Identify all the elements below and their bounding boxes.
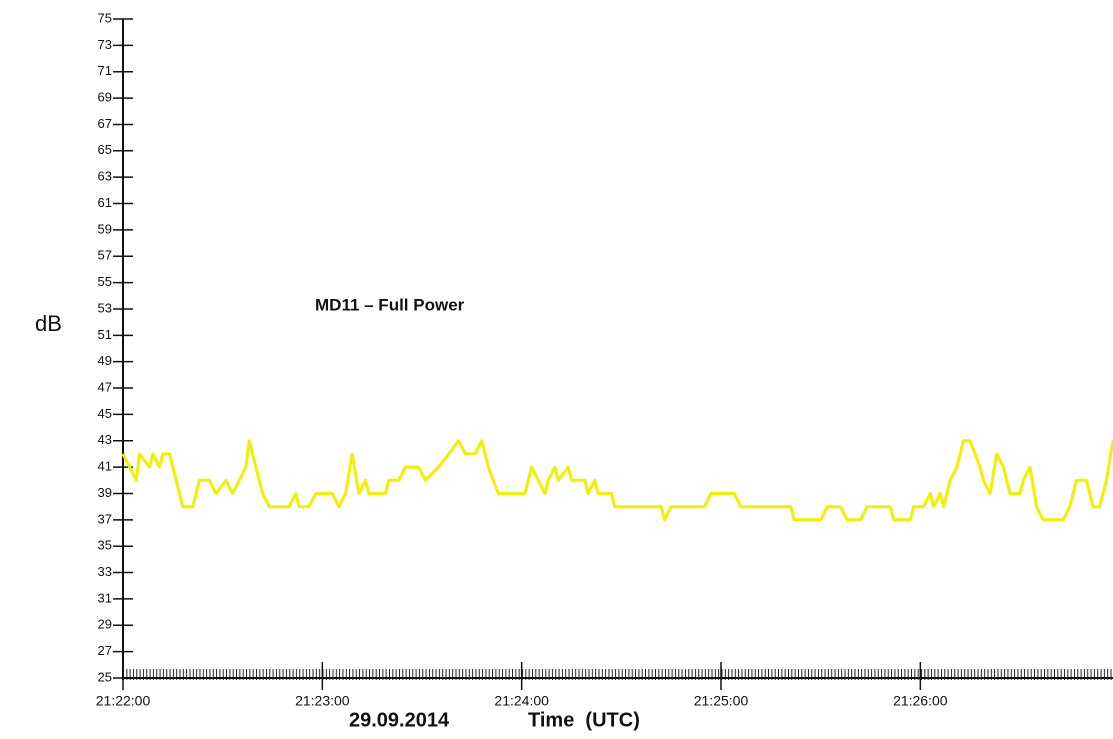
y-tick-label: 71 — [98, 63, 112, 78]
x-axis-label: Time (UTC) — [528, 709, 640, 731]
x-tick-label: 21:22:00 — [96, 693, 151, 709]
y-tick-label: 59 — [98, 221, 112, 236]
y-tick-label: 31 — [98, 590, 112, 605]
minor-ticks — [123, 669, 1113, 680]
y-tick-label: 29 — [98, 617, 112, 632]
y-tick-label: 27 — [98, 643, 112, 658]
y-tick-label: 39 — [98, 485, 112, 500]
date-label: 29.09.2014 — [349, 709, 450, 731]
y-tick-label: 41 — [98, 459, 112, 474]
x-tick-label: 21:25:00 — [694, 693, 749, 709]
y-tick-label: 53 — [98, 300, 112, 315]
data-line — [121, 439, 1113, 522]
y-tick-label: 49 — [98, 353, 112, 368]
y-tick-label: 75 — [98, 10, 112, 25]
x-tick-label: 21:26:00 — [893, 693, 948, 709]
y-tick-label: 69 — [98, 90, 112, 105]
y-axis-label: dB — [35, 311, 62, 336]
y-tick-label: 25 — [98, 669, 112, 684]
y-tick-label: 51 — [98, 327, 112, 342]
y-tick-label: 63 — [98, 169, 112, 184]
annotation: MD11 – Full Power — [315, 295, 465, 314]
y-tick-label: 35 — [98, 538, 112, 553]
y-tick-label: 55 — [98, 274, 112, 289]
y-tick-label: 61 — [98, 195, 112, 210]
y-tick-label: 45 — [98, 406, 112, 421]
y-tick-label: 33 — [98, 564, 112, 579]
y-tick-label: 47 — [98, 379, 112, 394]
y-tick-label: 65 — [98, 142, 112, 157]
y-tick-label: 57 — [98, 248, 112, 263]
y-tick-label: 73 — [98, 37, 112, 52]
y-tick-label: 43 — [98, 432, 112, 447]
x-tick-label: 21:24:00 — [494, 693, 549, 709]
y-tick-label: 37 — [98, 511, 112, 526]
x-tick-label: 21:23:00 — [295, 693, 350, 709]
y-tick-label: 67 — [98, 116, 112, 131]
